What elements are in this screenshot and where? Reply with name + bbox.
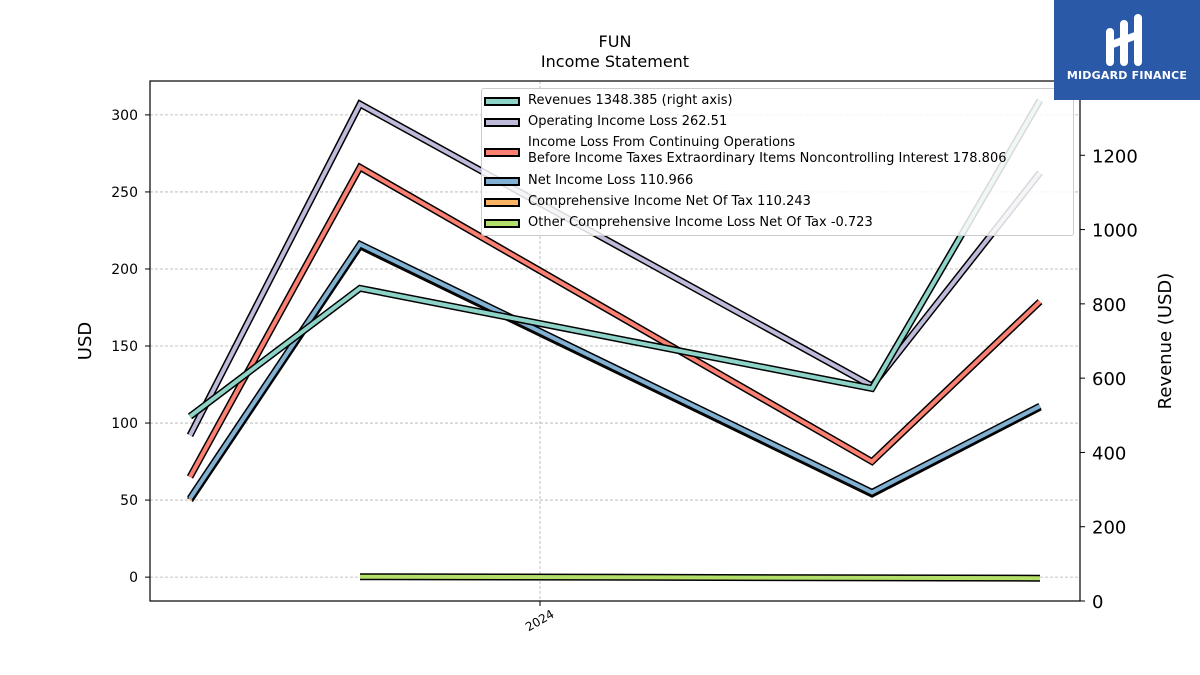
legend-label-comprehensive-income: Comprehensive Income Net Of Tax 110.243 bbox=[528, 194, 811, 209]
chart-title: FUN bbox=[598, 32, 632, 51]
brand-name: MIDGARD FINANCE bbox=[1066, 69, 1188, 82]
legend-label-operating-income: Operating Income Loss 262.51 bbox=[528, 114, 728, 129]
series-outline-comprehensive-income-net-of-tax bbox=[187, 241, 1042, 503]
series-line-net-income-loss bbox=[188, 241, 1041, 500]
series-outline-net-income-loss bbox=[187, 239, 1042, 501]
y-tick-label-right: 1200 bbox=[1092, 146, 1138, 167]
midgard-logo-icon bbox=[1106, 14, 1142, 66]
legend-swatch-net-income bbox=[484, 177, 520, 186]
legend-label-other-comprehensive-income: Other Comprehensive Income Loss Net Of T… bbox=[528, 215, 873, 230]
legend-swatch-other-comprehensive-income bbox=[484, 219, 520, 228]
series-line-revenues bbox=[188, 99, 1042, 418]
chart-subtitle: Income Statement bbox=[540, 52, 690, 71]
y-tick-label-right: 1000 bbox=[1092, 221, 1138, 242]
legend-swatch-income-before-taxes bbox=[484, 148, 520, 157]
y-tick-label-left: 0 bbox=[129, 570, 138, 586]
y-axis-label-left: USD bbox=[75, 322, 96, 360]
legend-label-income-before-taxes-line1: Income Loss From Continuing Operations bbox=[528, 135, 796, 150]
y-tick-label-left: 200 bbox=[111, 262, 138, 278]
series-line-operating-income-loss bbox=[188, 101, 1042, 437]
brand-logo: MIDGARD FINANCE bbox=[1054, 0, 1200, 100]
y-tick-label-right: 800 bbox=[1092, 295, 1126, 316]
y-tick-label-left: 100 bbox=[111, 416, 138, 432]
y-tick-label-right: 400 bbox=[1092, 443, 1126, 464]
y-tick-label-left: 300 bbox=[111, 108, 138, 124]
legend-swatch-revenues bbox=[484, 97, 520, 106]
y-tick-label-right: 600 bbox=[1092, 369, 1126, 390]
y-tick-label-left: 250 bbox=[111, 185, 138, 201]
y-tick-label-right: 0 bbox=[1092, 592, 1103, 613]
plot-frame bbox=[149, 80, 1081, 602]
y-tick-label-right: 200 bbox=[1092, 518, 1126, 539]
series-line-income-loss-from-continuing-operations bbox=[188, 164, 1042, 478]
legend-swatch-comprehensive-income bbox=[484, 198, 520, 207]
y-axis-label-right: Revenue (USD) bbox=[1155, 273, 1176, 410]
legend-swatch-operating-income bbox=[484, 118, 520, 127]
legend-label-net-income: Net Income Loss 110.966 bbox=[528, 173, 694, 188]
legend-label-revenues: Revenues 1348.385 (right axis) bbox=[528, 93, 733, 108]
x-tick-label: 2024 bbox=[523, 607, 556, 634]
chart-legend: Revenues 1348.385 (right axis) Operating… bbox=[481, 88, 1074, 236]
y-tick-label-left: 150 bbox=[111, 339, 138, 355]
legend-label-income-before-taxes-line2: Before Income Taxes Extraordinary Items … bbox=[528, 151, 1007, 166]
y-tick-label-left: 50 bbox=[120, 493, 138, 509]
series-line-other-comprehensive-income-loss-net-of-tax bbox=[359, 574, 1041, 581]
